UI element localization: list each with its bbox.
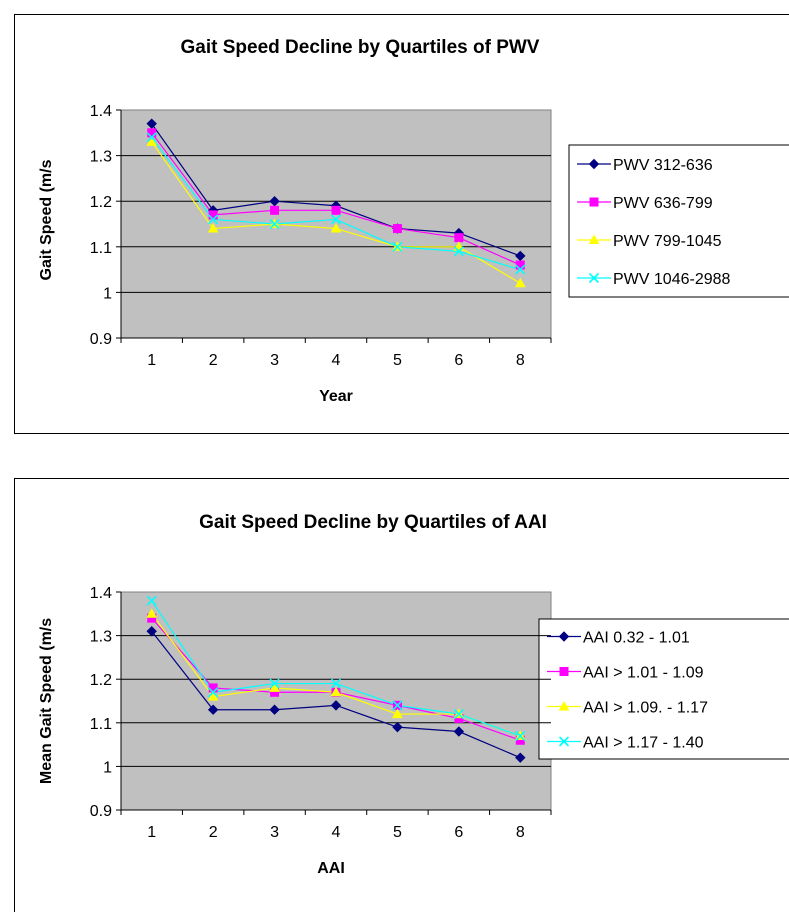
data-point-s3 [330,686,342,697]
x-tick-label: 8 [516,352,525,369]
x-tick-label: 2 [209,352,218,369]
data-point-s4 [208,687,219,698]
legend-label: PWV 799-1045 [613,233,722,250]
legend-label: AAI > 1.09. - 1.17 [583,700,708,717]
legend-box [538,618,789,760]
legend-box [568,144,789,298]
data-point-s2 [208,683,218,693]
data-point-s4 [515,730,526,741]
data-point-s1 [207,704,219,715]
x-tick-label: 3 [270,352,279,369]
chart-1-frame: Gait Speed Decline by Quartiles of PWV G… [14,14,789,434]
data-point-s1 [330,700,342,711]
x-axis-label: Year [319,388,353,405]
data-point-s1 [453,726,465,737]
chart-title: Gait Speed Decline by Quartiles of PWV [181,37,540,58]
chart-2-svg: Gait Speed Decline by Quartiles of AAI M… [38,512,789,877]
x-tick-label: 1 [147,824,156,841]
legend-label: PWV 636-799 [613,195,713,212]
data-point-s3 [146,136,158,146]
data-point-s4 [515,264,526,275]
data-point-s2 [392,224,402,234]
data-point-s1 [392,721,403,733]
x-tick-label: 1 [147,352,156,369]
y-tick-label: 1.1 [90,240,112,257]
y-tick-label: 1.3 [90,149,112,166]
y-tick-label: 1.4 [90,103,112,120]
legend-label: AAI 0.32 - 1.01 [583,630,690,647]
data-point-s4 [330,678,342,689]
x-tick-label: 4 [332,352,341,369]
y-tick-label: 1 [103,285,112,302]
y-axis-label: Gait Speed (m/s [38,159,55,280]
y-tick-label: 1.2 [90,672,112,689]
x-tick-label: 3 [270,824,279,841]
y-axis-label: Mean Gait Speed (m/s [38,618,55,784]
y-tick-label: 0.9 [90,331,112,348]
chart-1-svg: Gait Speed Decline by Quartiles of PWV G… [38,37,789,405]
data-point-s3 [207,691,219,701]
legend-marker [588,234,600,244]
x-tick-label: 5 [393,824,402,841]
x-tick-label: 6 [454,352,463,369]
legend-label: PWV 312-636 [613,157,713,174]
y-tick-label: 0.9 [90,803,112,820]
data-point-s4 [269,678,280,689]
data-point-s3 [514,277,526,288]
y-tick-label: 1.3 [90,629,112,646]
data-point-s1 [515,250,526,262]
data-point-s2 [454,233,464,243]
data-point-s4 [330,214,342,225]
x-tick-label: 8 [516,824,525,841]
data-point-s1 [146,118,157,129]
legend-label: AAI > 1.17 - 1.40 [583,735,704,752]
chart-title: Gait Speed Decline by Quartiles of AAI [199,512,547,533]
data-point-s3 [269,682,280,692]
y-tick-label: 1.4 [90,585,112,602]
x-tick-label: 6 [454,824,463,841]
legend-marker [558,700,570,711]
data-point-s3 [207,223,219,233]
data-point-s4 [392,241,403,252]
data-point-s2 [331,205,341,215]
x-tick-label: 5 [393,352,402,369]
data-point-s4 [146,595,157,606]
data-point-s4 [269,218,280,230]
legend-marker [558,736,570,747]
x-axis-label: AAI [317,860,345,877]
legend-marker [588,272,600,284]
legend-marker [558,631,570,642]
y-tick-label: 1.2 [90,194,112,211]
legend-label: PWV 1046-2988 [613,271,731,288]
y-tick-label: 1 [103,759,112,776]
data-point-s4 [208,214,219,225]
data-point-s2 [270,205,280,215]
chart-2-frame: Gait Speed Decline by Quartiles of AAI M… [14,478,789,912]
data-point-s1 [515,752,526,763]
data-point-s3 [146,608,158,618]
legend-marker [588,158,600,170]
data-point-s1 [146,626,157,637]
data-point-s4 [453,246,464,257]
data-point-s4 [453,709,464,720]
x-tick-label: 2 [209,824,218,841]
data-point-s1 [269,195,280,207]
y-tick-label: 1.1 [90,716,112,733]
legend-marker [589,197,599,207]
data-point-s4 [146,132,157,143]
legend-marker [559,667,569,676]
data-point-s3 [330,223,342,233]
data-point-s3 [392,708,403,719]
data-point-s1 [269,704,280,715]
data-point-s4 [392,700,403,711]
legend-label: AAI > 1.01 - 1.09 [583,665,704,682]
x-tick-label: 4 [332,824,341,841]
